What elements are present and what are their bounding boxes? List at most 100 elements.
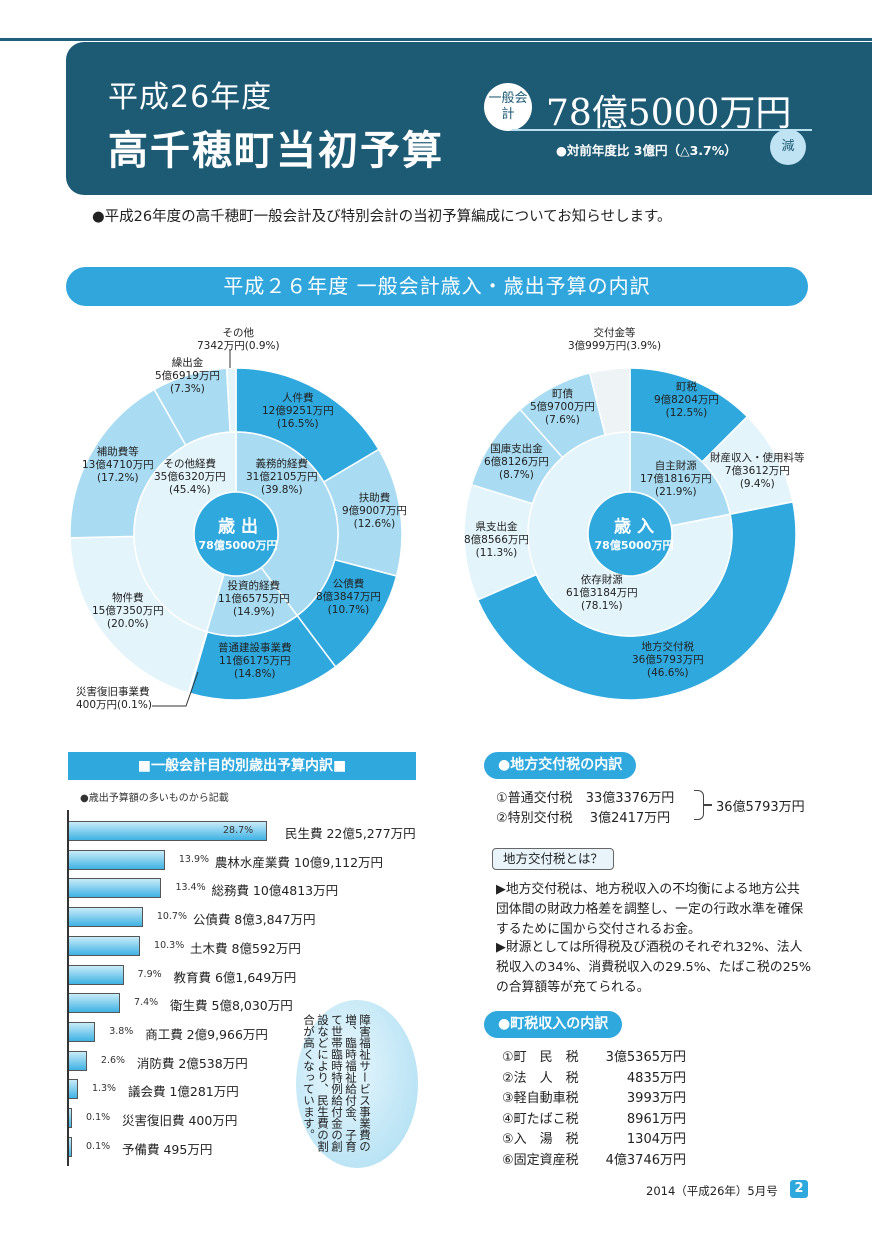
bar-label-1: 農林水産業費 10億9,112万円 [214, 854, 384, 870]
rev-label-own: 自主財源 17億1816万円 (21.9%) [640, 460, 712, 498]
town-tax-label: ⑥固定資産税 [502, 1152, 579, 1168]
tax-brace-tick [704, 804, 712, 806]
tax-question: 地方交付税とは？ [492, 848, 615, 870]
bar-axis [67, 810, 69, 1166]
issue-label: 2014（平成26年）5月号 [646, 1184, 778, 1198]
bar-0 [69, 821, 267, 841]
tax-item-1: ①普通交付税 33億3376万円 [496, 791, 675, 806]
rev-label-national: 国庫支出金 6億8126万円 (8.7%) [484, 443, 549, 481]
rev-label-property: 財産収入・使用料等 7億3612万円 (9.4%) [710, 452, 805, 490]
town-tax-label: ④町たばこ税 [502, 1111, 579, 1127]
rev-label-town-tax: 町税 9億8204万円 (12.5%) [654, 381, 719, 419]
rev-center-label: 歳 入 78億5000万円 [594, 517, 674, 552]
bar-1 [69, 849, 165, 870]
rev-label-bonds: 町債 5億9700万円 (7.6%) [530, 388, 595, 426]
bar-label-6: 衛生費 5億8,030万円 [170, 998, 293, 1014]
town-tax-amount: 3993万円 [626, 1091, 686, 1106]
tax-total: 36億5793万円 [716, 800, 805, 815]
town-tax-label: ②法 人 税 [502, 1070, 579, 1086]
exp-label-transfer: 繰出金 5億6919万円 (7.3%) [155, 357, 220, 395]
exp-center [193, 491, 279, 577]
bar-8 [69, 1050, 87, 1071]
decrease-badge: 減 [770, 129, 806, 165]
bar-pct-4: 10.3% [154, 939, 185, 951]
bar-pct-5: 7.9% [137, 968, 162, 980]
bar-11 [69, 1136, 72, 1157]
year-compare: ●対前年度比 3億円（△3.7%） [556, 143, 737, 158]
bar-4 [69, 935, 141, 956]
header-underline [512, 129, 812, 131]
tax-para-2: ▶財源としては所得税及び酒税のそれぞれ32%、法人税収入の34%、消費税収入の2… [496, 940, 812, 995]
bar-6 [69, 993, 121, 1014]
town-tax-amount: 8961万円 [626, 1111, 686, 1127]
town-tax-label: ⑤入 湯 税 [502, 1132, 579, 1147]
bar-pct-2: 13.4% [175, 882, 206, 894]
town-tax-amount: 1304万円 [626, 1132, 686, 1147]
bar-label-10: 災害復旧費 400万円 [122, 1113, 238, 1128]
bar-label-3: 公債費 8億3,847万円 [192, 912, 316, 928]
bar-label-0: 民生費 22億5,277万円 [285, 826, 416, 841]
bar-7 [69, 1021, 96, 1042]
tax-para-1: ▶地方交付税は、地方税収入の不均衡による地方公共団体間の財政力格差を調整し、一定… [496, 882, 804, 937]
exp-label-mandatory: 義務的経費 31億2105万円 (39.8%) [246, 458, 318, 496]
rev-label-allocation: 地方交付税 36億5793万円 (46.6%) [632, 641, 704, 679]
town-tax-amount: 4835万円 [626, 1070, 686, 1086]
town-tax-label: ①町 民 税 [502, 1050, 579, 1065]
exp-label-goods: 物件費 15億7350万円 (20.0%) [92, 592, 164, 630]
bar-10 [69, 1108, 72, 1128]
rev-label-dependent: 依存財源 61億3184万円 (78.1%) [566, 574, 638, 612]
exp-label-construction: 普通建設事業費 11億6175万円 (14.8%) [218, 642, 292, 680]
rev-label-grants: 交付金等 3億999万円(3.9%) [568, 327, 662, 352]
purpose-note: ●歳出予算額の多いものから記載 [80, 793, 229, 804]
intro-text: ●平成26年度の高千穂町一般会計及び特別会計の当初予算編成についてお知らせします… [92, 209, 672, 225]
top-rule [0, 38, 872, 41]
total-amount: 78億5000万円 [546, 93, 792, 134]
header-panel [66, 42, 872, 195]
bar-label-11: 予備費 495万円 [122, 1141, 213, 1157]
bar-2 [69, 878, 162, 899]
exp-label-subsidy: 補助費等 13億4710万円 (17.2%) [82, 446, 154, 484]
note-bubble-text: 障害福祉サービス事業費の増、臨時福祉給付金、子育て世帯臨時特例給付金の創設などに… [302, 1014, 372, 1152]
bar-9 [69, 1079, 78, 1100]
bar-pct-3: 10.7% [156, 911, 187, 923]
exp-center-label: 歳 出 78億5000万円 [198, 517, 278, 552]
town-tax-title: ●町税収入の内訳 [484, 1011, 623, 1038]
bar-5 [69, 964, 124, 985]
bar-label-4: 土木費 8億592万円 [190, 940, 301, 956]
rev-label-pref: 県支出金 8億8566万円 (11.3%) [464, 521, 529, 559]
page-title: 高千穂町当初予算 [108, 128, 444, 174]
bar-label-7: 商工費 2億9,966万円 [145, 1026, 268, 1042]
town-tax-amount: 3億5365万円 [605, 1050, 686, 1065]
bar-pct-8: 2.6% [100, 1054, 126, 1066]
tax-title: ●地方交付税の内訳 [484, 752, 637, 779]
rev-center [587, 491, 673, 577]
bar-pct-10: 0.1% [86, 1112, 111, 1123]
exp-label-other-expenses: その他経費 35億6320万円 (45.4%) [154, 458, 226, 496]
page-number: 2 [790, 1180, 808, 1198]
bar-pct-0: 28.7% [223, 825, 254, 836]
bar-label-9: 議会費 1億281万円 [127, 1084, 239, 1100]
bar-pct-6: 7.4% [134, 997, 159, 1009]
bar-label-2: 総務費 10億4813万円 [211, 883, 339, 899]
tax-brace [694, 790, 704, 820]
town-tax-label: ③軽自動車税 [502, 1091, 579, 1106]
exp-label-personnel: 人件費 12億9251万円 (16.5%) [262, 392, 334, 430]
bar-3 [69, 907, 143, 928]
exp-label-other: その他 7342万円(0.9%) [197, 327, 280, 352]
purpose-title: ■一般会計目的別歳出予算内訳■ [68, 752, 416, 780]
bar-pct-7: 3.8% [109, 1025, 134, 1037]
tax-item-2: ②特別交付税 3億2417万円 [496, 811, 671, 826]
town-tax-amount: 4億3746万円 [605, 1152, 686, 1168]
bar-label-5: 教育費 6億1,649万円 [173, 969, 297, 985]
note-bubble [296, 1000, 418, 1168]
exp-label-investment: 投資的経費 11億6575万円 (14.9%) [218, 580, 290, 618]
bar-pct-1: 13.9% [178, 853, 210, 865]
header-year: 平成26年度 [108, 80, 273, 115]
section-banner: 平成２６年度 一般会計歳入・歳出予算の内訳 [66, 267, 808, 306]
bar-pct-11: 0.1% [86, 1140, 111, 1152]
exp-label-aid: 扶助費 9億9007万円 (12.6%) [342, 492, 407, 530]
general-account-badge: 一般会計 [484, 83, 532, 131]
exp-label-debt: 公債費 8億3847万円 (10.7%) [316, 578, 381, 616]
